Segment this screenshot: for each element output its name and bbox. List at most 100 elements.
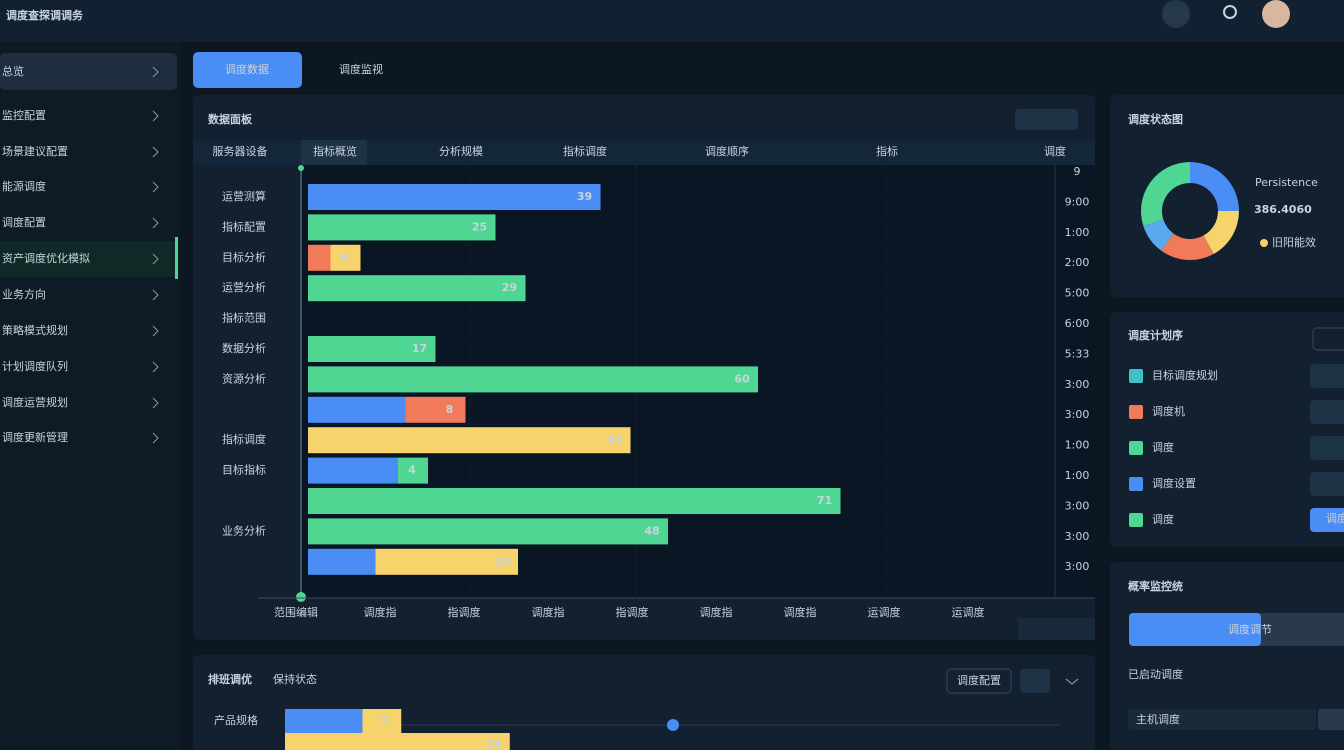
donut-slice [1190,162,1239,211]
sidebar-item[interactable]: 调度更新管理 [2,430,68,444]
sidebar-item[interactable]: 监控配置 [2,108,46,122]
chevron[interactable] [152,66,159,78]
list-action[interactable] [1310,364,1344,388]
chevron[interactable] [152,181,159,193]
sidebar-item[interactable]: 业务方向 [2,287,46,301]
sidebar-item[interactable]: 调度配置 [2,215,46,229]
dropdown-text[interactable]: 调度配置 [957,673,1001,687]
chevron[interactable] [1065,678,1079,685]
value-label: 8 [446,403,454,416]
list-item[interactable]: 调度机 [1152,404,1185,418]
bar-segment [308,396,406,423]
bar-segment [308,518,668,545]
bar-segment [308,184,601,210]
value-label: 43 [607,433,622,446]
panel-title: 概率监控统 [1128,579,1183,593]
value-label: 25 [472,220,487,233]
chevron[interactable] [152,397,159,409]
action-label[interactable]: 调度 [1326,511,1344,525]
legend-dot [1260,239,1268,247]
chevron[interactable] [152,361,159,373]
bar-segment [308,244,331,271]
axis-dot [298,165,304,171]
list-item[interactable]: 目标调度规划 [1152,368,1218,382]
tab-active[interactable] [193,52,302,88]
right-label: 9 [1074,165,1081,178]
avatar[interactable] [1262,0,1290,28]
category-label: 指标配置 [222,219,266,233]
subtitle: 已启动调度 [1128,667,1183,681]
status-text: 保持状态 [273,672,317,686]
chevron[interactable] [152,217,159,229]
list-item[interactable]: 调度设置 [1152,476,1196,490]
pager[interactable] [1018,618,1095,640]
right-label: 3:00 [1065,408,1090,421]
input-box[interactable] [1128,709,1316,730]
dropdown[interactable] [946,668,1012,694]
sidebar-item[interactable]: 总览 [2,64,24,78]
chevron[interactable] [152,325,159,337]
value-label: 4 [341,251,349,264]
chevron[interactable] [152,146,159,158]
bar-segment [330,244,361,271]
panel-title: 数据面板 [208,112,253,126]
bar-segment [308,488,841,514]
search-icon[interactable] [1223,5,1237,19]
column-header: 指标概览 [313,144,357,158]
right-label: 3:00 [1065,560,1090,573]
list-action[interactable] [1310,400,1344,424]
chevron[interactable] [152,289,159,301]
sidebar-item[interactable]: 场景建议配置 [2,144,68,158]
bar-segment [308,275,526,302]
sidebar-item[interactable]: 调度运营规划 [2,395,68,409]
list-action[interactable] [1310,508,1344,532]
category-label: 资源分析 [222,371,266,385]
list-item[interactable]: 调度 [1152,512,1174,526]
grid-icon[interactable] [1162,0,1190,28]
list-action[interactable] [1310,436,1344,460]
sidebar-item[interactable]: 能源调度 [2,179,46,193]
panel-button[interactable] [1312,327,1344,351]
input-text[interactable]: 主机调度 [1136,712,1180,726]
list-action[interactable] [1310,472,1344,496]
tab[interactable]: 调度监视 [339,62,383,76]
x-label: 运调度 [952,605,985,619]
chevron[interactable] [152,432,159,444]
progress-label[interactable]: 调度调节 [1228,622,1272,636]
bar-segment [308,427,631,454]
column-header: 分析规模 [439,144,483,158]
bar-segment [308,336,436,362]
sidebar-item[interactable]: 资产调度优化模拟 [2,251,90,265]
sidebar-item[interactable]: 策略模式规划 [2,323,68,337]
right-label: 5:33 [1065,347,1090,360]
metric-caption: Persistence [1255,176,1318,189]
view-toggle[interactable] [1015,109,1078,130]
chevron[interactable] [152,110,159,122]
right-label: 5:00 [1065,287,1090,300]
slider-knob[interactable] [667,719,679,731]
progress-fill[interactable] [1129,613,1261,646]
icon-button[interactable] [1020,669,1050,693]
list-icon [1129,477,1143,491]
right-label: 1:00 [1065,226,1090,239]
x-label: 指调度 [448,605,481,619]
right-label: 6:00 [1065,317,1090,330]
right-label: 3:00 [1065,378,1090,391]
value-label: 60 [734,372,750,385]
input-button[interactable] [1318,709,1344,730]
bar-segment [375,548,518,575]
value-label: 17 [412,342,427,355]
sidebar-item[interactable]: 计划调度队列 [2,359,68,373]
bar-segment [308,457,398,484]
chevron[interactable] [152,253,159,265]
right-label: 9:00 [1065,195,1090,208]
tab[interactable]: 调度数据 [225,62,269,76]
list-icon [1129,513,1143,527]
bar-segment [362,709,402,733]
list-item[interactable]: 调度 [1152,440,1174,454]
axis-dot [296,592,306,602]
panel-title: 调度状态图 [1128,112,1183,126]
value-label: 5 [381,714,389,727]
value-label: 39 [577,190,592,203]
